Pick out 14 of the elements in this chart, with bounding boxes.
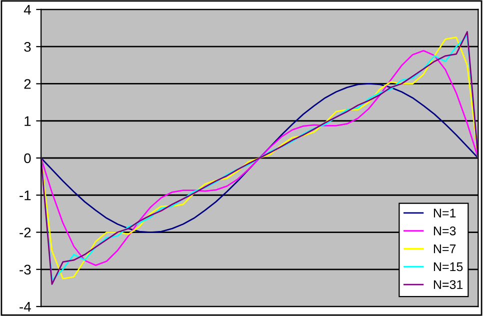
- y-tick-label: 1: [24, 116, 31, 126]
- legend-label: N=7: [434, 244, 456, 254]
- legend-label: N=31: [434, 280, 463, 290]
- y-tick-label: 4: [24, 4, 31, 15]
- y-tick-label: -2: [20, 228, 31, 238]
- y-tick-label: 3: [24, 42, 31, 52]
- legend-label: N=15: [434, 262, 463, 272]
- y-tick-label: -4: [20, 302, 31, 312]
- legend-label: N=3: [434, 226, 456, 236]
- legend-label: N=1: [434, 208, 456, 218]
- y-tick-label: 2: [24, 79, 31, 89]
- y-tick-label: 0: [24, 153, 31, 164]
- y-tick-label: -3: [20, 264, 31, 275]
- y-tick-label: -1: [20, 190, 31, 200]
